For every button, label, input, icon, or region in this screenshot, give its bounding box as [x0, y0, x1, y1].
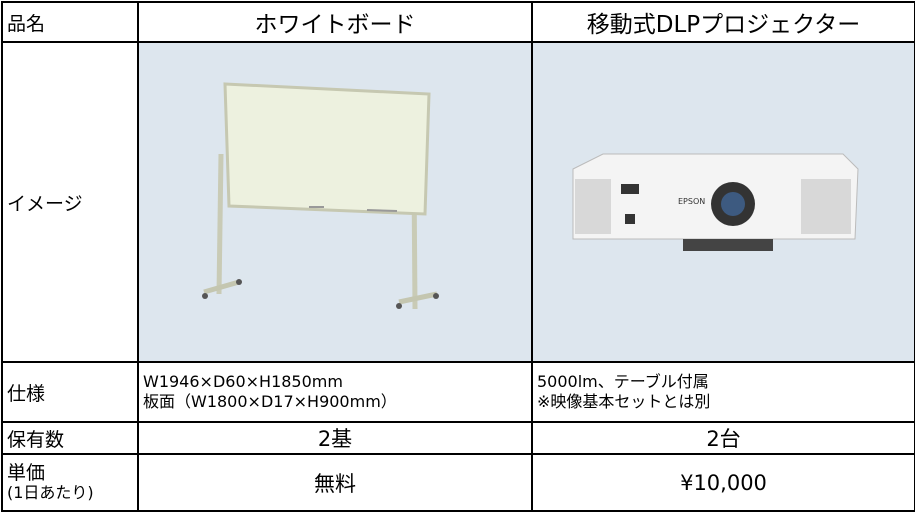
price-cell: ¥10,000 — [531, 453, 915, 512]
spec-line: 板面（W1800×D17×H900mm） — [143, 392, 397, 411]
count-cell: 2基 — [137, 421, 533, 455]
header-row: 品名 ホワイトボード 移動式DLPプロジェクター — [1, 1, 915, 43]
header-cell: 移動式DLPプロジェクター — [531, 1, 915, 43]
count-cell: 2台 — [531, 421, 915, 455]
image-cell — [137, 41, 533, 363]
price-row: 単価 (1日あたり) 無料 ¥10,000 — [1, 453, 915, 512]
row-label-line: (1日あたり) — [7, 482, 94, 502]
spec-cell: 5000lm、テーブル付属 ※映像基本セットとは別 — [531, 361, 915, 423]
spec-cell: W1946×D60×H1850mm 板面（W1800×D17×H900mm） — [137, 361, 533, 423]
spec-line: ※映像基本セットとは別 — [537, 392, 711, 411]
header-cell: 品名 — [1, 1, 139, 43]
price-cell: 無料 — [137, 453, 533, 512]
projector-image: EPSON — [534, 44, 913, 360]
spec-row: 仕様 W1946×D60×H1850mm 板面（W1800×D17×H900mm… — [1, 361, 915, 423]
brand-label: EPSON — [678, 197, 705, 206]
image-row: イメージ — [1, 41, 915, 363]
spec-line: W1946×D60×H1850mm — [143, 372, 343, 391]
count-row: 保有数 2基 2台 — [1, 421, 915, 455]
row-label: 保有数 — [1, 421, 139, 455]
spec-line: 5000lm、テーブル付属 — [537, 372, 709, 391]
row-label-line: 単価 — [7, 461, 46, 484]
row-label: 単価 (1日あたり) — [1, 453, 139, 512]
whiteboard-image — [140, 44, 530, 360]
header-cell: ホワイトボード — [137, 1, 533, 43]
image-cell: EPSON — [531, 41, 915, 363]
row-label: イメージ — [1, 41, 139, 363]
row-label: 仕様 — [1, 361, 139, 423]
